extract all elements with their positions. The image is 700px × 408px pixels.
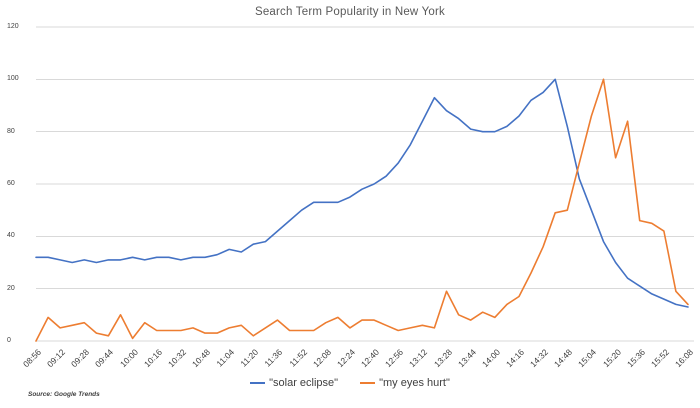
series-line-my-eyes-hurt [35, 78, 689, 342]
gridlines [36, 26, 694, 342]
legend: "solar eclipse" "my eyes hurt" [0, 377, 700, 389]
y-tick-label: 80 [7, 127, 15, 135]
y-tick-label: 60 [7, 180, 15, 187]
y-tick-label: 100 [7, 75, 19, 83]
legend-item: "my eyes hurt" [360, 377, 450, 389]
series-lines [35, 78, 689, 342]
legend-label: "solar eclipse" [269, 377, 339, 389]
legend-label: "my eyes hurt" [379, 377, 450, 389]
y-tick-label: 0 [7, 337, 11, 344]
legend-line-swatch [360, 382, 376, 384]
y-tick-label: 40 [7, 232, 15, 240]
source-note: Source: Google Trends [28, 391, 100, 398]
y-tick-label: 120 [7, 23, 19, 30]
y-tick-label: 20 [7, 284, 15, 292]
chart-title: Search Term Popularity in New York [254, 6, 446, 18]
legend-item: "solar eclipse" [250, 377, 338, 389]
series-line-solar-eclipse [35, 78, 689, 308]
legend-line-swatch [250, 382, 266, 384]
